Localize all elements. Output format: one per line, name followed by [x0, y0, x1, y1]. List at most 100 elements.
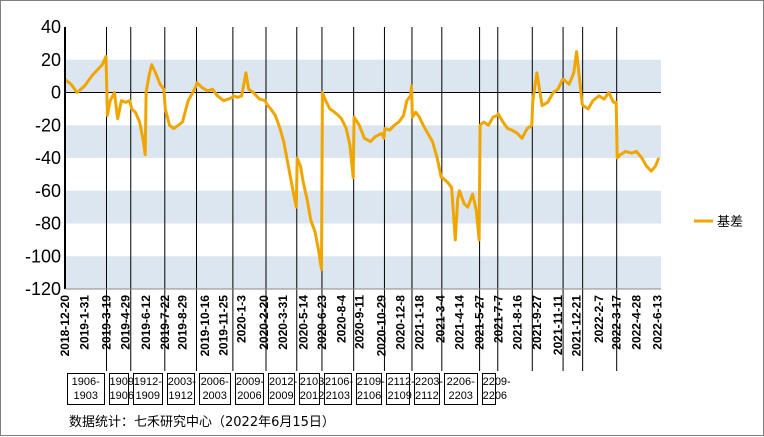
x-tick-label: 2021-7-7	[492, 295, 506, 343]
data-point	[398, 121, 400, 123]
contract-box: 2103- 2012	[298, 373, 328, 405]
data-point	[516, 132, 518, 135]
data-point	[561, 78, 564, 80]
x-tick-label: 2022-3-17	[610, 295, 624, 350]
data-point	[575, 50, 578, 53]
data-point	[353, 116, 355, 118]
data-point	[120, 100, 123, 102]
data-point	[374, 136, 376, 138]
x-tick-label: 2020-2-20	[257, 295, 271, 350]
data-point	[381, 132, 383, 135]
data-point	[274, 114, 276, 117]
data-point	[113, 91, 116, 94]
x-tick-label: 2019-10-16	[198, 295, 212, 357]
data-point	[422, 124, 424, 126]
legend: 基差	[694, 215, 743, 230]
x-tick-label: 2019-11-25	[217, 295, 231, 356]
y-tick-label: -60	[35, 181, 61, 201]
data-point	[325, 100, 327, 102]
data-point	[463, 203, 465, 205]
data-point	[454, 239, 456, 241]
contract-box: 2109- 2106	[355, 373, 385, 405]
data-point	[619, 154, 622, 156]
y-tick-label: -20	[35, 115, 61, 135]
data-point	[388, 129, 391, 131]
data-point	[654, 165, 657, 167]
data-point	[299, 165, 302, 167]
y-tick-label: 20	[41, 50, 61, 70]
x-tick-label: 2022-4-28	[629, 295, 643, 350]
data-point	[440, 177, 442, 179]
data-point	[306, 198, 308, 200]
data-point	[101, 64, 103, 66]
data-point	[492, 116, 494, 118]
data-point	[383, 137, 385, 139]
data-point	[163, 88, 165, 90]
data-point	[145, 91, 147, 94]
data-point	[612, 101, 615, 103]
data-point	[340, 118, 343, 120]
data-point	[70, 83, 72, 85]
data-point	[497, 113, 499, 115]
data-point	[258, 98, 261, 100]
y-tick-label: -40	[35, 148, 61, 168]
data-point	[248, 88, 250, 90]
data-point	[345, 127, 347, 130]
contract-box: 2106- 2103	[323, 373, 353, 405]
x-tick-label: 2019-7-22	[158, 295, 172, 350]
data-point	[117, 118, 119, 120]
data-point	[603, 98, 605, 100]
x-tick-label: 2021-1-18	[412, 295, 426, 350]
data-point	[511, 129, 513, 131]
data-point	[109, 100, 111, 102]
data-point	[131, 108, 133, 110]
series-line	[64, 50, 661, 271]
data-point	[264, 100, 267, 102]
data-point	[227, 98, 229, 100]
data-point	[615, 101, 617, 103]
contract-box: 1912- 1909	[132, 373, 163, 405]
data-point	[451, 186, 453, 189]
data-point	[195, 85, 197, 87]
x-tick-label: 2020-10-29	[375, 295, 389, 357]
contract-box: 2206- 2203	[443, 373, 478, 405]
x-tick-label: 2020-9-11	[352, 295, 366, 349]
data-point	[201, 86, 203, 89]
data-point	[410, 85, 413, 87]
data-point	[83, 85, 86, 87]
data-point	[245, 72, 247, 74]
data-point	[105, 55, 107, 58]
data-point	[369, 141, 372, 143]
data-point	[402, 114, 405, 117]
data-source-note: 数据统计：七禾研究中心（2022年6月15日）	[69, 415, 335, 430]
data-point	[478, 239, 480, 241]
data-point	[616, 157, 618, 159]
data-point	[279, 127, 281, 130]
data-point	[151, 64, 153, 66]
data-point	[411, 116, 414, 118]
data-point	[292, 190, 294, 192]
x-tick-label: 2020-1-3	[235, 295, 249, 343]
contract-box: 2006- 2003	[198, 373, 231, 405]
data-point	[173, 127, 175, 130]
data-point	[231, 96, 234, 99]
data-point	[283, 141, 285, 143]
data-point	[148, 75, 150, 77]
data-point	[458, 190, 461, 192]
x-tick-label: 2020-5-14	[296, 295, 310, 350]
x-tick-label: 2021-4-14	[453, 295, 467, 350]
data-point	[164, 108, 166, 110]
data-point	[436, 157, 438, 159]
data-point	[296, 157, 298, 159]
data-point	[106, 114, 109, 117]
data-point	[317, 247, 319, 249]
x-tick-label: 2022-2-7	[592, 295, 606, 343]
data-point	[532, 100, 534, 102]
data-point	[265, 103, 268, 105]
y-tick-label: -80	[35, 214, 61, 234]
data-point	[196, 82, 198, 84]
contract-roll-lines	[106, 27, 618, 371]
data-point	[168, 124, 171, 126]
